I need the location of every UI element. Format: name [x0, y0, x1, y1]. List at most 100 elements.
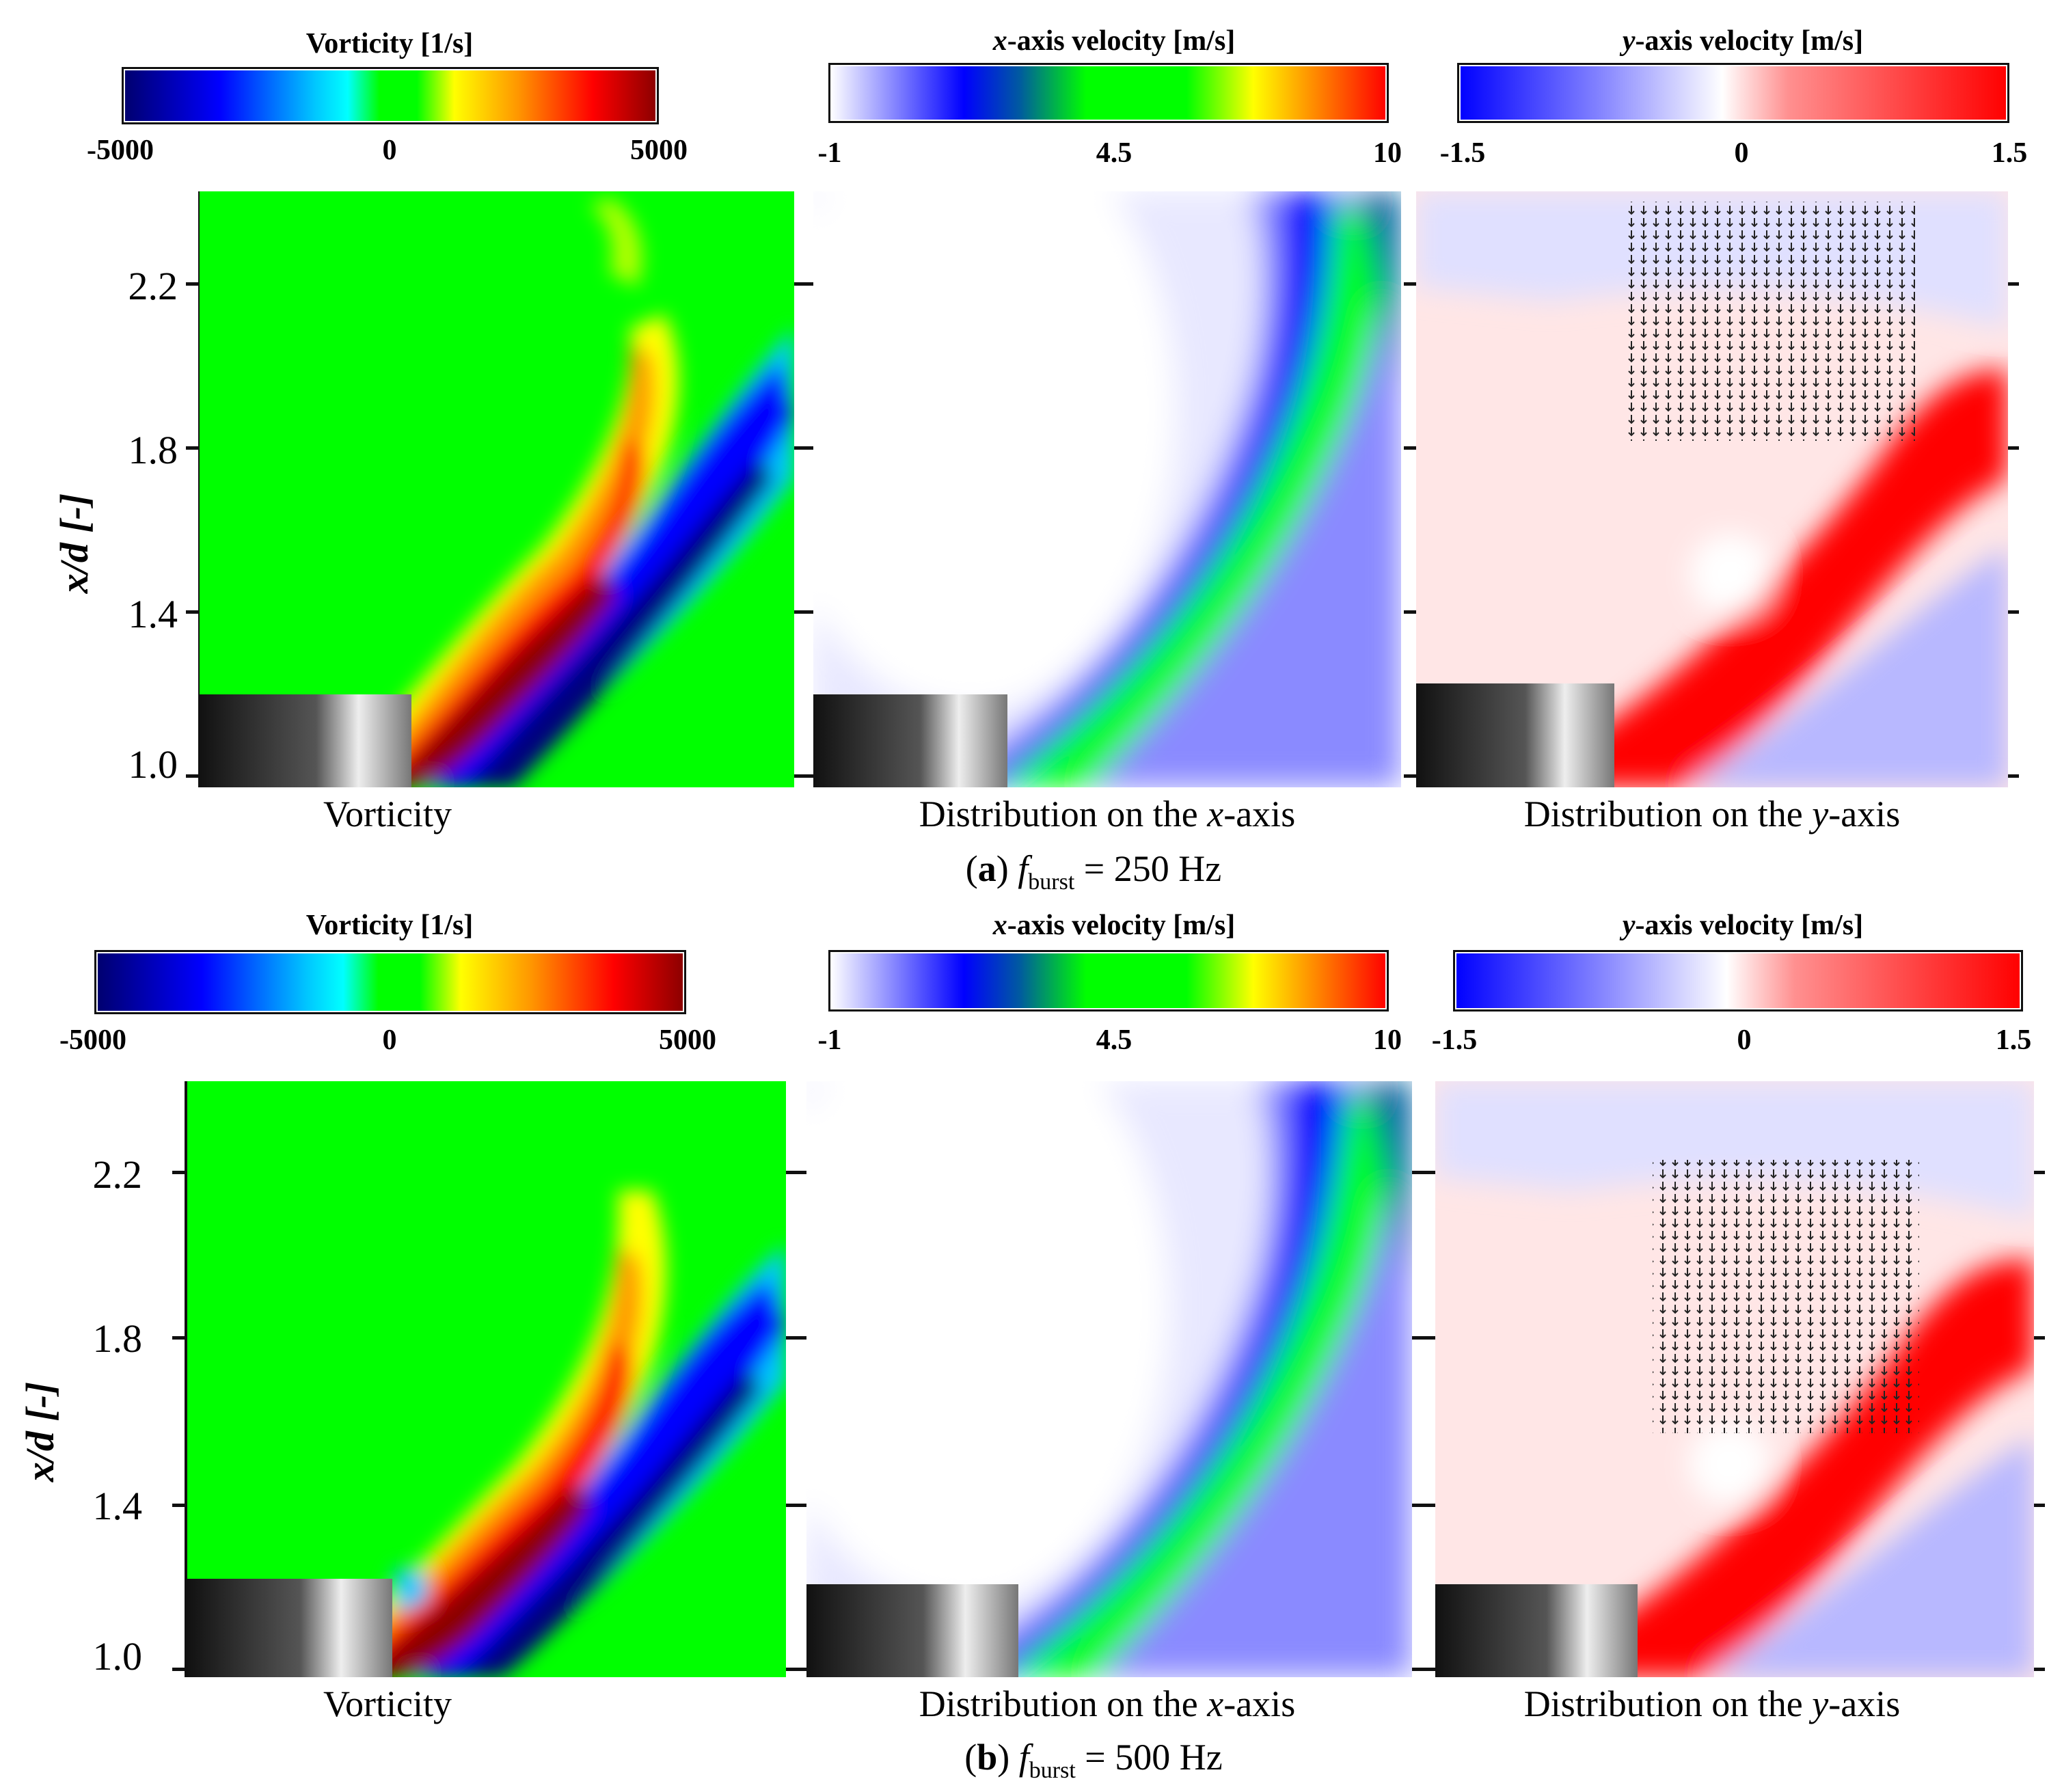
xvel-field-a: [813, 191, 1401, 787]
axis-tick-b3-3: [1412, 1504, 1435, 1507]
row-caption-a: (a) fburst = 250 Hz: [752, 847, 1435, 895]
caption-paren-close-b: ): [997, 1737, 1010, 1778]
panel-title-ydist-a-post: -axis: [1828, 793, 1901, 834]
axis-tick-b2-3: [786, 1504, 806, 1507]
yvel-field-b: [1435, 1081, 2034, 1677]
ytick-a-1.0: 1.0: [128, 742, 178, 787]
panel-title-xdist-b-pre: Distribution on the: [919, 1683, 1208, 1724]
axis-tick-a2-2: [794, 446, 813, 450]
axis-tick-b3-r4: [2034, 1668, 2045, 1671]
axis-tick-b3-r3: [2034, 1504, 2045, 1507]
axis-tick-a3-r1: [2008, 282, 2019, 286]
vorticity-field-b: [187, 1081, 786, 1677]
panel-title-xdist-b-post: -axis: [1223, 1683, 1296, 1724]
colorbar-title-yvel-a: y-axis velocity [m/s]: [1558, 25, 1927, 57]
panel-title-vorticity-a: Vorticity: [323, 793, 452, 834]
panel-title-xdist-a: Distribution on the x-axis: [813, 793, 1401, 835]
caption-value-a: = 250 Hz: [1074, 848, 1222, 889]
ytick-mark-b-4: [172, 1668, 187, 1671]
colorbar-mid-vorticity-a: 0: [382, 135, 397, 166]
colorbar-max-xvel-a: 10: [1373, 137, 1402, 169]
ytick-mark-b-1: [172, 1171, 187, 1174]
vorticity-field-a: [200, 191, 794, 787]
colorbar-min-xvel-b: -1: [817, 1024, 842, 1056]
panel-title-ydist-a-italic: y: [1812, 793, 1829, 834]
vorticity-panel-a: [200, 191, 794, 787]
axis-tick-a3-4: [1404, 774, 1416, 778]
panel-title-xdist-a-italic: x: [1207, 793, 1224, 834]
colorbar-max-yvel-b: 1.5: [1995, 1024, 2032, 1056]
axis-tick-b3-4: [1412, 1668, 1435, 1671]
caption-sub-a: burst: [1028, 869, 1075, 895]
colorbar-title-xvel-a-rest: -axis velocity [m/s]: [1007, 25, 1236, 57]
caption-paren-open-b: (: [964, 1737, 977, 1778]
panel-title-vorticity-b: Vorticity: [323, 1683, 452, 1724]
nozzle-image-a3: [1416, 683, 1614, 787]
colorbar-yvel-b: [1453, 950, 2023, 1012]
colorbar-min-vorticity-a: -5000: [87, 135, 154, 166]
colorbar-title-vorticity-a: Vorticity [1/s]: [306, 28, 474, 59]
colorbar-min-yvel-a: -1.5: [1439, 137, 1486, 169]
vector-field-b: [1653, 1160, 1919, 1433]
xvel-field-b: [806, 1081, 1412, 1677]
colorbar-min-yvel-b: -1.5: [1431, 1024, 1478, 1056]
axis-tick-a3-r3: [2008, 610, 2019, 614]
colorbar-title-yvel-b-rest: -axis velocity [m/s]: [1635, 910, 1864, 941]
ytick-b-1.0: 1.0: [92, 1634, 143, 1679]
colorbar-title-xvel-a: x-axis velocity [m/s]: [930, 25, 1299, 57]
caption-letter-a: a: [977, 848, 996, 889]
y-axis-line-b: [185, 1081, 187, 1677]
colorbar-max-xvel-b: 10: [1373, 1024, 1402, 1056]
yvel-panel-a: [1416, 191, 2008, 787]
ytick-mark-a-2: [186, 446, 201, 450]
colorbar-max-vorticity-b: 5000: [659, 1024, 716, 1056]
colorbar-title-yvel-a-rest: -axis velocity [m/s]: [1635, 25, 1864, 57]
nozzle-image-a1: [200, 694, 411, 787]
axis-tick-b3-r1: [2034, 1171, 2045, 1174]
axis-tick-b3-r2: [2034, 1336, 2045, 1340]
yvel-panel-b: [1435, 1081, 2034, 1677]
panel-title-xdist-b: Distribution on the x-axis: [813, 1683, 1401, 1725]
axis-tick-a3-r2: [2008, 446, 2019, 450]
colorbar-vorticity-a: [122, 67, 659, 124]
caption-value-b: = 500 Hz: [1075, 1737, 1223, 1778]
colorbar-title-xvel-a-italic: x: [992, 25, 1007, 57]
vector-field-a: [1628, 202, 1915, 441]
axis-tick-a2-1: [794, 282, 813, 286]
axis-tick-a2-3: [794, 610, 813, 614]
colorbar-min-xvel-a: -1: [817, 137, 842, 169]
panel-title-ydist-b-italic: y: [1812, 1683, 1829, 1724]
colorbar-mid-xvel-a: 4.5: [1096, 137, 1132, 169]
colorbar-xvel-b: [828, 950, 1389, 1012]
panel-title-xdist-b-italic: x: [1207, 1683, 1224, 1724]
axis-tick-b2-2: [786, 1336, 806, 1340]
colorbar-mid-yvel-b: 0: [1737, 1024, 1752, 1056]
colorbar-title-xvel-b: x-axis velocity [m/s]: [930, 909, 1299, 942]
axis-tick-a3-3: [1404, 610, 1416, 614]
row-caption-b: (b) fburst = 500 Hz: [752, 1736, 1435, 1784]
colorbar-mid-yvel-a: 0: [1734, 137, 1749, 169]
panel-title-xdist-a-post: -axis: [1223, 793, 1296, 834]
colorbar-mid-vorticity-b: 0: [382, 1024, 397, 1056]
caption-paren-open-a: (: [965, 848, 978, 889]
caption-letter-b: b: [977, 1737, 998, 1778]
ytick-mark-b-2: [172, 1336, 187, 1340]
axis-tick-b3-1: [1412, 1171, 1435, 1174]
nozzle-image-a2: [813, 694, 1007, 787]
colorbar-title-yvel-b: y-axis velocity [m/s]: [1558, 909, 1927, 942]
caption-f-a: f: [1018, 848, 1029, 889]
axis-tick-a3-r4: [2008, 774, 2019, 778]
ytick-mark-a-4: [186, 774, 201, 778]
panel-title-ydist-b-post: -axis: [1828, 1683, 1901, 1724]
nozzle-image-b1: [187, 1579, 392, 1677]
nozzle-image-b3: [1435, 1584, 1638, 1677]
ytick-a-1.4: 1.4: [128, 592, 178, 636]
colorbar-vorticity-b: [94, 950, 686, 1014]
xvel-panel-a: [813, 191, 1401, 787]
colorbar-xvel-a: [828, 63, 1389, 123]
colorbar-min-vorticity-b: -5000: [59, 1024, 126, 1056]
panel-title-xdist-a-pre: Distribution on the: [919, 793, 1208, 834]
ytick-b-1.8: 1.8: [92, 1316, 143, 1361]
colorbar-title-yvel-b-italic: y: [1622, 910, 1636, 941]
nozzle-image-b2: [806, 1584, 1018, 1677]
